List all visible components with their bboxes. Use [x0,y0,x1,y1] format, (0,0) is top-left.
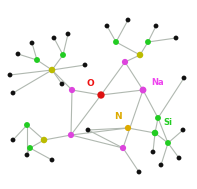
Point [66,33,70,36]
Point [60,82,64,85]
Text: N: N [114,112,122,121]
Point [50,159,54,162]
Point [16,53,20,56]
Point [174,36,177,40]
Point [126,19,130,22]
Point [154,25,158,28]
Point [61,53,65,57]
Text: Si: Si [163,118,172,127]
Point [70,88,73,91]
Point [146,40,150,43]
Point [166,142,170,145]
Point [181,129,185,132]
Point [35,58,39,61]
Point [126,126,130,129]
Point [50,68,54,71]
Point [83,64,86,67]
Point [153,132,157,135]
Point [42,139,46,142]
Point [156,116,160,119]
Point [69,133,72,136]
Point [138,53,142,57]
Point [8,74,12,77]
Point [11,139,15,142]
Point [86,129,90,132]
Point [25,123,29,126]
Point [11,91,15,94]
Text: O: O [86,79,94,88]
Point [105,25,109,28]
Point [28,146,32,149]
Text: Na: Na [151,78,164,87]
Point [121,146,125,149]
Point [177,156,181,160]
Point [30,42,33,45]
Point [138,170,141,174]
Point [114,40,118,43]
Point [141,88,145,91]
Point [25,153,29,156]
Point [52,36,56,40]
Point [151,150,155,153]
Point [182,77,186,80]
Point [99,94,103,97]
Point [159,163,163,167]
Point [124,60,127,64]
